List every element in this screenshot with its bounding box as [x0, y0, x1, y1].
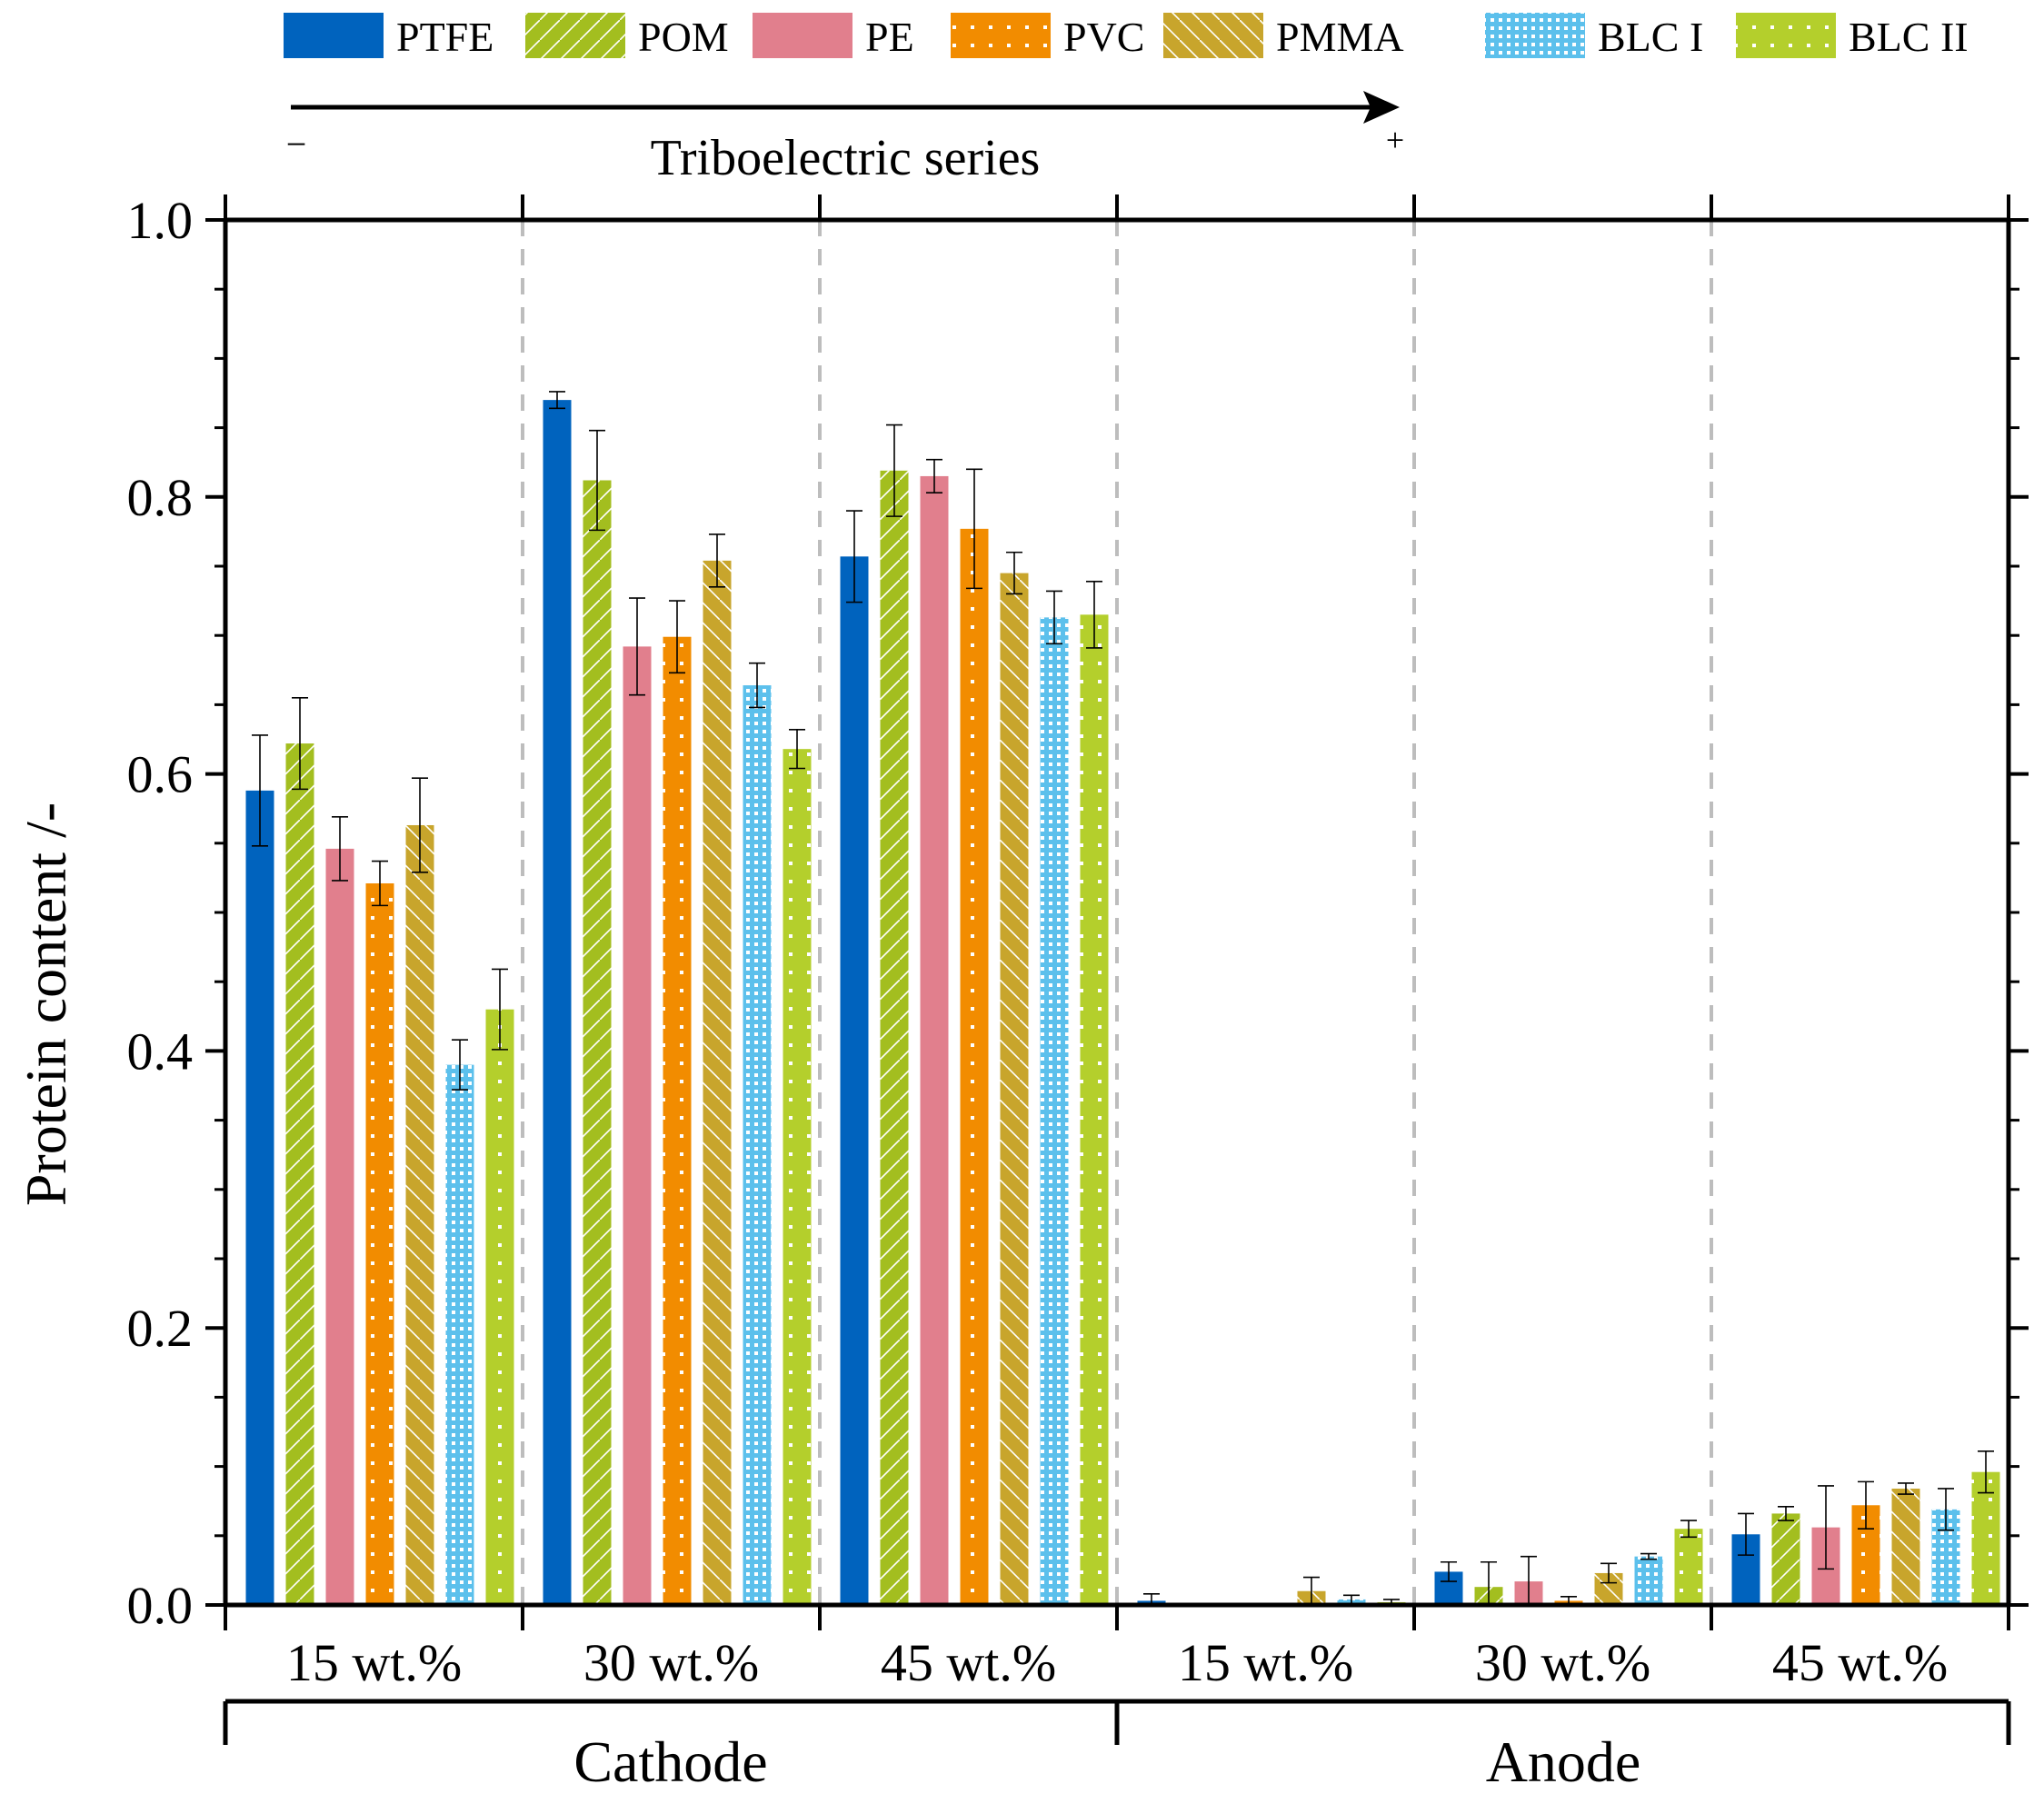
bar-pattern [365, 882, 394, 1605]
bar-pe [325, 848, 354, 1605]
bar-pattern [583, 480, 612, 1606]
bar-pattern [743, 685, 772, 1605]
x-tick-label: 15 wt.% [1178, 1633, 1353, 1692]
group-label-cathode: Cathode [573, 1729, 767, 1794]
y-tick-label: 0.4 [127, 1022, 194, 1081]
legend-swatch-pattern [1485, 13, 1585, 58]
legend-label: PVC [1063, 14, 1144, 60]
y-axis-title: Protein content /- [14, 802, 78, 1206]
arrow-head [1363, 91, 1400, 124]
bar-pattern [1674, 1529, 1703, 1605]
bar-pattern [1040, 617, 1069, 1606]
bar-pe [623, 646, 652, 1605]
legend-swatch-pattern [525, 13, 625, 58]
y-tick-label: 0.2 [127, 1299, 194, 1358]
bar-pattern [783, 749, 812, 1605]
bar-ptfe [840, 556, 869, 1605]
legend: PTFE POM PE PVC PMMA BLC I BLC II [284, 13, 1969, 60]
legend-swatch-pattern [1736, 13, 1836, 58]
bar-pattern [1971, 1471, 2000, 1605]
triboelectric-arrow: − + Triboelectric series [286, 91, 1404, 186]
y-tick-label: 0.0 [127, 1576, 194, 1635]
bar-ptfe [543, 400, 572, 1605]
error-bars [252, 391, 1994, 1606]
bar-pattern [1000, 573, 1029, 1605]
arrow-minus-label: − [286, 124, 307, 164]
x-tick-label: 30 wt.% [1475, 1633, 1650, 1692]
x-tick-label: 30 wt.% [583, 1633, 759, 1692]
legend-swatch-pattern [951, 13, 1051, 58]
bar-pattern [445, 1064, 474, 1605]
y-tick-label: 0.8 [127, 468, 194, 527]
x-tick-label: 45 wt.% [1772, 1633, 1948, 1692]
y-tick-label: 1.0 [127, 191, 194, 250]
legend-label: PMMA [1276, 14, 1404, 60]
bar-pattern [285, 743, 314, 1605]
legend-label: PTFE [396, 14, 494, 60]
arrow-title: Triboelectric series [651, 130, 1041, 186]
x-tick-label: 45 wt.% [881, 1633, 1056, 1692]
bar-ptfe [245, 790, 274, 1605]
legend-label: PE [865, 14, 914, 60]
arrow-plus-label: + [1386, 122, 1404, 158]
bar-pattern [880, 470, 909, 1605]
bar-pattern [960, 528, 989, 1605]
bar-pattern [1080, 614, 1109, 1605]
legend-label: BLC I [1598, 14, 1703, 60]
bar-pattern [405, 824, 434, 1605]
bar-pattern [1634, 1556, 1663, 1605]
group-label-anode: Anode [1486, 1729, 1641, 1794]
bar-pattern [1771, 1513, 1800, 1605]
legend-swatch-pattern [1163, 13, 1263, 58]
legend-swatch [753, 13, 852, 58]
bar-pe [920, 475, 949, 1606]
y-tick-label: 0.6 [127, 745, 194, 804]
legend-label: POM [638, 14, 729, 60]
bar-pattern [485, 1009, 514, 1605]
group-separators [521, 220, 1713, 1605]
axes: 0.0 0.2 0.4 0.6 0.8 1.0 15 wt.% 30 wt.% 45 wt.% 1… [127, 191, 2029, 1745]
bars [245, 400, 2000, 1606]
bar-pattern [663, 636, 692, 1605]
legend-label: BLC II [1849, 14, 1969, 60]
bar-pattern [703, 560, 732, 1605]
legend-swatch [284, 13, 384, 58]
x-tick-label: 15 wt.% [286, 1633, 462, 1692]
bar-pattern [1891, 1488, 1920, 1605]
